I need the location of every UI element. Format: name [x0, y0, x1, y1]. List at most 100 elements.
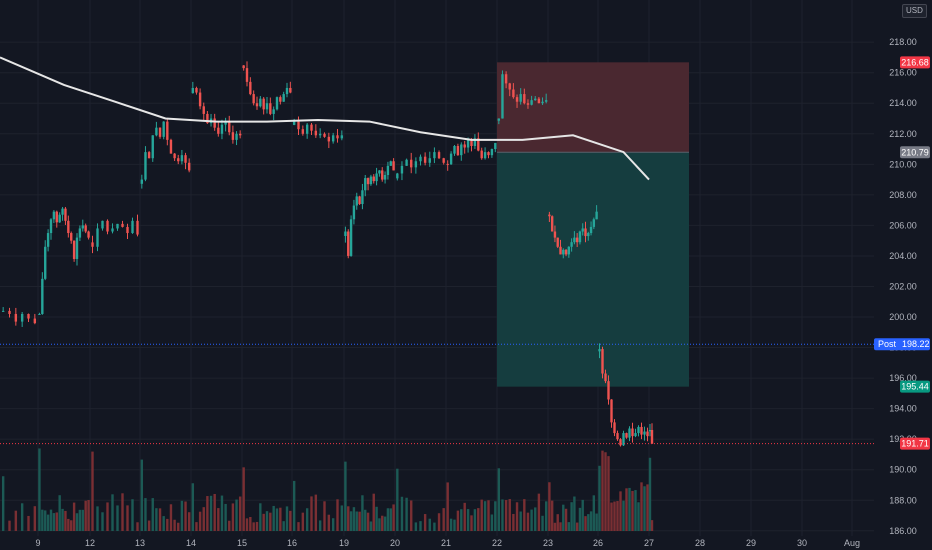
candle-body: [550, 216, 554, 232]
price-axis[interactable]: [874, 0, 932, 550]
volume-bar: [650, 520, 654, 531]
volume-bar: [584, 516, 587, 531]
volume-bar: [589, 511, 593, 531]
volume-bar: [224, 503, 227, 531]
candle-body: [67, 220, 70, 234]
candle-body: [169, 139, 173, 154]
volume-bar: [91, 451, 94, 531]
volume-bar: [530, 509, 533, 531]
candle-body: [272, 109, 275, 114]
time-axis-labels: 9 12 13 14 15 16 19 20 21 22 23 26 27 28 29 30 Aug: [35, 538, 860, 548]
candle-body: [8, 310, 11, 314]
candle-body: [206, 113, 209, 124]
volume-bar: [643, 486, 646, 531]
volume-bar: [537, 493, 541, 531]
volume-bar: [206, 496, 209, 531]
volume-bar: [265, 511, 269, 531]
candle-body: [541, 101, 544, 104]
candle-body: [55, 211, 58, 223]
price-tick-label: 204.00: [889, 251, 917, 261]
volume-bar: [477, 508, 480, 531]
candle-body: [480, 150, 483, 159]
volume-bar: [442, 508, 445, 531]
volume-bar: [625, 488, 628, 531]
volume-bar: [526, 512, 530, 531]
candle-body: [410, 159, 413, 168]
candle-body: [625, 433, 628, 438]
candle-body: [378, 170, 381, 174]
candle-body: [559, 246, 562, 255]
volume-bar: [121, 493, 124, 531]
price-tick-label: 196.00: [889, 373, 917, 383]
candle-body: [592, 219, 596, 227]
stop-loss-zone[interactable]: [497, 62, 689, 153]
volume-bar: [501, 499, 504, 531]
volume-bar: [508, 499, 511, 531]
date-tick-label: 20: [390, 538, 400, 548]
volume-bar: [78, 509, 82, 531]
candle-body: [364, 178, 367, 191]
candle-body: [400, 165, 404, 174]
volume-bar: [592, 495, 596, 531]
currency-button[interactable]: USD: [902, 4, 927, 18]
candle-body: [437, 152, 441, 159]
candle-body: [544, 100, 548, 102]
candle-body: [162, 121, 165, 137]
volume-bar: [628, 487, 631, 531]
stop-price-label: 216.68: [901, 57, 929, 67]
volume-bar: [158, 508, 162, 531]
position-tool[interactable]: [497, 62, 689, 387]
candle-body: [27, 313, 30, 319]
candle-body: [279, 97, 282, 102]
volume-bar: [631, 490, 634, 531]
volume-bar: [166, 518, 169, 531]
volume-bar: [581, 499, 584, 531]
date-tick-label: 13: [135, 538, 145, 548]
volume-bar: [466, 509, 470, 531]
volume-bar: [136, 522, 139, 531]
candle-body: [78, 228, 82, 238]
position-price-label: 198.22: [902, 339, 930, 349]
volume-bar: [151, 498, 154, 531]
candle-body: [111, 228, 114, 232]
volume-bar: [392, 504, 395, 531]
candle-body: [349, 219, 353, 256]
volume-bar: [587, 514, 590, 531]
volume-bar: [184, 501, 187, 531]
candle-body: [49, 219, 53, 234]
volume-bar: [49, 509, 53, 531]
candle-body: [116, 223, 119, 229]
volume-bar: [541, 515, 544, 531]
volume-bar: [347, 506, 350, 531]
candle-body: [198, 92, 202, 107]
volume-bar: [75, 513, 79, 531]
time-axis[interactable]: [0, 536, 874, 550]
volume-bar: [282, 521, 285, 531]
candle-body: [372, 176, 375, 182]
entry-price-tag: 210.79: [900, 146, 930, 159]
volume-bar: [147, 520, 151, 531]
date-tick-label: 27: [644, 538, 654, 548]
volume-bar: [414, 522, 418, 531]
price-tick-label: 194.00: [889, 404, 917, 414]
candle-body: [187, 162, 191, 171]
candle-body: [573, 237, 576, 243]
volume-bar: [14, 510, 18, 531]
target-price-label: 195.44: [901, 382, 929, 392]
candle-body: [423, 156, 427, 163]
price-tags: 216.68 210.79 Post 198.22 195.44 191.71: [874, 56, 930, 450]
volume-bar: [610, 502, 613, 531]
stop-price-tag: 216.68: [900, 56, 930, 69]
candle-body: [38, 313, 41, 315]
take-profit-zone[interactable]: [497, 152, 689, 387]
volume-bar: [428, 518, 431, 531]
volume-bar: [622, 500, 625, 531]
candle-body: [453, 145, 456, 154]
candle-body: [501, 74, 504, 119]
candle-body: [323, 133, 326, 137]
candle-body: [20, 313, 24, 322]
volume-bar: [323, 501, 326, 531]
candle-body: [607, 381, 610, 400]
